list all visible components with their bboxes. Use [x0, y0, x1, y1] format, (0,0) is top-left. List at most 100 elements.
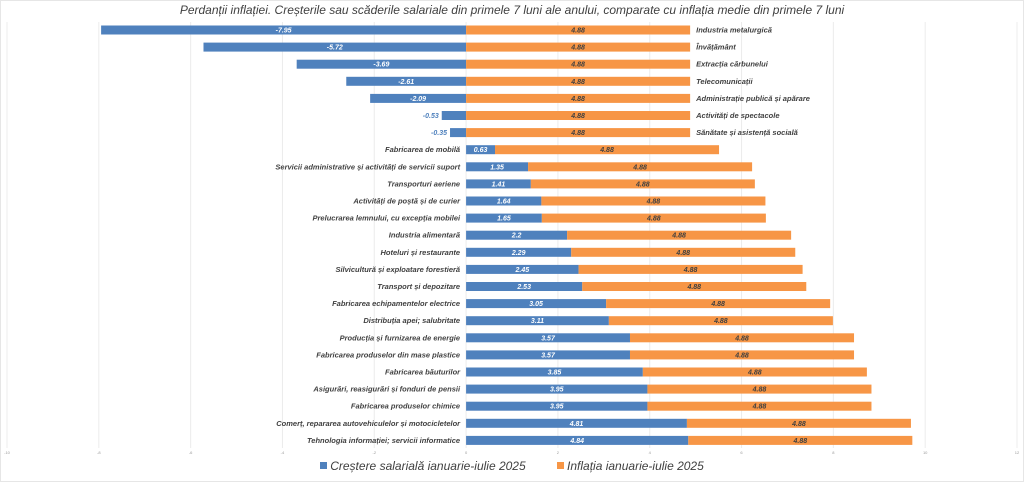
legend-item-inflation: Inflația ianuarie-iulie 2025: [557, 459, 704, 473]
legend-label-inflation: Inflația ianuarie-iulie 2025: [567, 458, 704, 473]
data-label-wage: -5.72: [327, 45, 343, 52]
category-label: Fabricarea produselor din mase plastice: [316, 350, 460, 359]
bar-wage: [466, 384, 648, 394]
data-label-wage: 3.95: [550, 387, 564, 394]
bar-inflation: [567, 230, 792, 240]
bar-inflation: [647, 384, 872, 394]
bar-inflation: [495, 145, 720, 155]
x-tick-label: 12: [1015, 450, 1020, 455]
data-label-inflation: 4.88: [713, 318, 728, 325]
bar-wage: [466, 367, 643, 377]
bar-inflation: [466, 111, 691, 120]
data-label-wage: 4.84: [569, 438, 584, 445]
bar-wage: [441, 111, 467, 120]
x-tick-label: -6: [189, 450, 193, 455]
data-label-wage: -2.09: [410, 96, 426, 103]
bar-wage: [203, 42, 467, 52]
data-label-inflation: 4.88: [734, 335, 749, 342]
data-label-inflation: 4.88: [747, 370, 762, 377]
x-tick-label: -4: [281, 450, 285, 455]
bar-inflation: [582, 282, 807, 291]
bar-inflation: [466, 25, 691, 35]
data-label-inflation: 4.88: [570, 62, 585, 69]
bar-wage: [296, 59, 467, 69]
bar-inflation: [466, 93, 691, 103]
x-tick-label: 0: [465, 450, 468, 455]
data-label-wage: 3.85: [548, 370, 562, 377]
data-label-wage: 1.64: [497, 199, 511, 206]
bar-inflation: [647, 401, 872, 411]
bar-inflation: [606, 299, 831, 309]
data-label-inflation: 4.88: [646, 199, 661, 206]
data-label-wage: 3.05: [529, 301, 543, 308]
legend-label-wage: Creștere salarială ianuarie-iulie 2025: [330, 458, 526, 473]
data-label-wage: -0.35: [431, 130, 447, 137]
bar-inflation: [642, 367, 867, 377]
bar-inflation: [466, 42, 691, 52]
data-label-wage: 1.35: [490, 164, 504, 171]
category-label: Fabricarea băuturilor: [385, 368, 461, 377]
bar-wage: [466, 213, 542, 223]
category-label: Fabricarea de mobilă: [385, 145, 461, 154]
category-label: Fabricarea produselor chimice: [351, 402, 460, 411]
x-tick-label: -8: [97, 450, 101, 455]
bar-inflation: [686, 418, 911, 428]
data-label-inflation: 4.88: [570, 28, 585, 35]
legend-swatch-wage: [320, 462, 328, 469]
data-label-inflation: 4.88: [683, 267, 698, 274]
x-tick-label: 2: [557, 450, 560, 455]
category-label: Industria metalurgică: [696, 26, 773, 35]
bar-wage: [466, 333, 630, 343]
bar-wage: [466, 299, 607, 309]
category-label: Telecomunicații: [696, 77, 753, 86]
data-label-inflation: 4.88: [570, 96, 585, 103]
data-label-wage: 3.57: [541, 335, 556, 342]
data-label-inflation: 4.88: [710, 301, 725, 308]
data-label-wage: -3.69: [373, 62, 389, 69]
data-label-inflation: 4.88: [646, 216, 661, 223]
data-label-wage: 2.2: [511, 233, 522, 240]
data-label-wage: 3.95: [550, 404, 564, 411]
category-label: Extracția cărbunelui: [696, 60, 769, 69]
category-label: Comerț, repararea autovehiculelor și mot…: [276, 419, 461, 428]
chart-title: Perdanții inflației. Creșterile sau scăd…: [179, 3, 845, 17]
data-label-inflation: 4.88: [570, 113, 585, 120]
data-label-inflation: 4.88: [752, 404, 767, 411]
bar-inflation: [466, 128, 691, 138]
bar-inflation: [629, 333, 855, 343]
data-label-wage: 1.65: [497, 216, 511, 223]
data-label-wage: 1.41: [492, 181, 506, 188]
data-label-inflation: 4.88: [675, 250, 690, 257]
category-label: Tehnologia informației; servicii informa…: [307, 436, 460, 445]
bar-inflation: [608, 316, 833, 326]
bar-wage: [466, 196, 542, 206]
data-label-wage: -2.61: [398, 79, 414, 86]
bar-wage: [101, 25, 467, 35]
data-label-inflation: 4.88: [635, 181, 650, 188]
x-tick-label: 8: [832, 450, 835, 455]
bar-wage: [466, 350, 630, 360]
data-label-inflation: 4.88: [632, 164, 647, 171]
legend-swatch-inflation: [557, 462, 565, 469]
x-tick-label: -10: [4, 450, 11, 455]
data-label-wage: 3.11: [531, 318, 544, 325]
bar-wage: [466, 230, 568, 240]
category-label: Asigurări, reasigurări și fonduri de pen…: [312, 385, 461, 394]
data-label-inflation: 4.88: [752, 387, 767, 394]
category-label: Sănătate și asistență socială: [696, 128, 799, 137]
x-tick-label: -2: [372, 450, 376, 455]
data-label-inflation: 4.88: [570, 45, 585, 52]
category-label: Transporturi aeriene: [387, 179, 460, 188]
category-label: Distribuția apei; salubritate: [363, 316, 460, 325]
category-label: Învățământ: [696, 43, 736, 52]
data-label-wage: 3.57: [541, 352, 556, 359]
bar-wage: [466, 145, 496, 155]
data-label-wage: 2.29: [511, 250, 526, 257]
x-tick-label: 10: [923, 450, 928, 455]
legend-item-wage: Creștere salarială ianuarie-iulie 2025: [320, 458, 526, 473]
bar-wage: [466, 435, 689, 445]
category-label: Silvicultură și exploatare forestieră: [335, 265, 460, 274]
data-label-inflation: 4.88: [599, 147, 614, 154]
bar-inflation: [466, 76, 691, 86]
